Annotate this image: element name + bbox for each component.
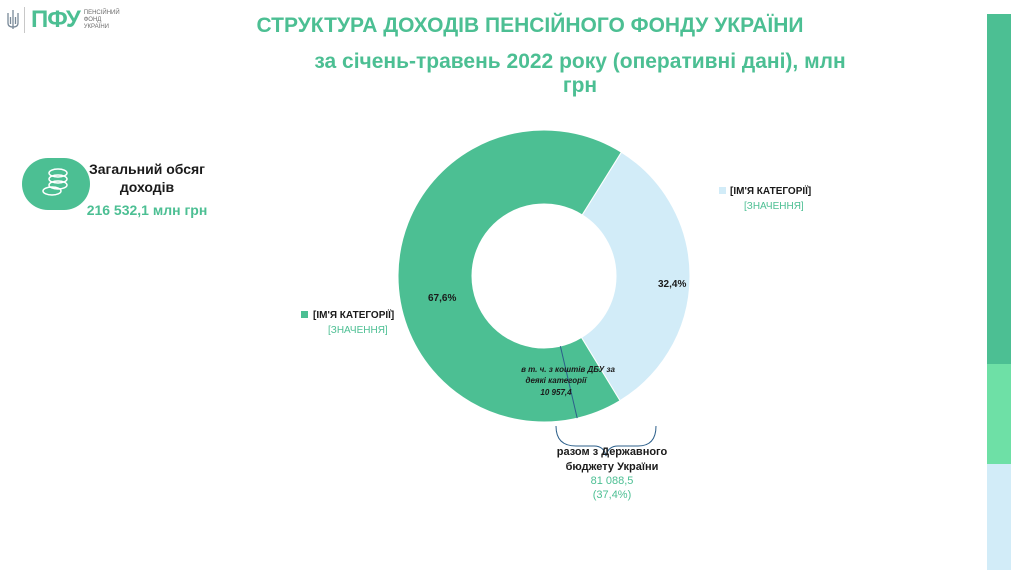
bracket-label: разом з Державного bbox=[557, 446, 668, 458]
logo-divider bbox=[24, 7, 25, 33]
page-title: СТРУКТУРА ДОХОДІВ ПЕНСІЙНОГО ФОНДУ УКРАЇ… bbox=[256, 14, 804, 37]
slice-pct-label: 67,6% bbox=[428, 293, 456, 304]
subsegment-text: деякі категорії bbox=[526, 376, 589, 385]
bracket-line bbox=[555, 425, 657, 457]
logo-abbr: ПФУ bbox=[31, 6, 81, 33]
page-subtitle: за січень-травень 2022 року (оперативні … bbox=[314, 50, 846, 97]
bracket-label: бюджету України bbox=[566, 461, 659, 473]
donut-slice-light bbox=[580, 151, 691, 402]
subsegment-text: в т. ч. з коштів ДБУ за bbox=[521, 365, 615, 374]
bracket-value: 81 088,5 bbox=[591, 475, 634, 487]
coins-icon bbox=[22, 158, 90, 210]
legend-swatch bbox=[301, 311, 308, 318]
slice-pct-label: 32,4% bbox=[658, 279, 686, 290]
donut-slice-green bbox=[397, 129, 623, 423]
legend-value: [ЗНАЧЕННЯ] bbox=[744, 201, 804, 212]
side-bar-segment bbox=[987, 464, 1011, 570]
legend-swatch bbox=[719, 187, 726, 194]
logo: ПФУ ПЕНСІЙНИЙ ФОНД УКРАЇНИ bbox=[6, 4, 124, 36]
side-bar-segment bbox=[987, 364, 1011, 464]
legend-value: [ЗНАЧЕННЯ] bbox=[328, 325, 388, 336]
logo-name: ПЕНСІЙНИЙ ФОНД УКРАЇНИ bbox=[83, 9, 120, 30]
side-bar-segment bbox=[987, 14, 1011, 364]
legend-name: [ІМ'Я КАТЕГОРІЇ] bbox=[730, 184, 811, 197]
trident-icon bbox=[7, 10, 19, 29]
bracket-pct: (37,4%) bbox=[593, 489, 632, 501]
subsegment-divider bbox=[559, 346, 578, 419]
total-label: Загальний обсяг доходів bbox=[88, 161, 206, 195]
subsegment-value: 10 957,4 bbox=[540, 388, 572, 397]
legend-name: [ІМ'Я КАТЕГОРІЇ] bbox=[313, 308, 394, 321]
total-value: 216 532,1 млн грн bbox=[86, 202, 208, 218]
